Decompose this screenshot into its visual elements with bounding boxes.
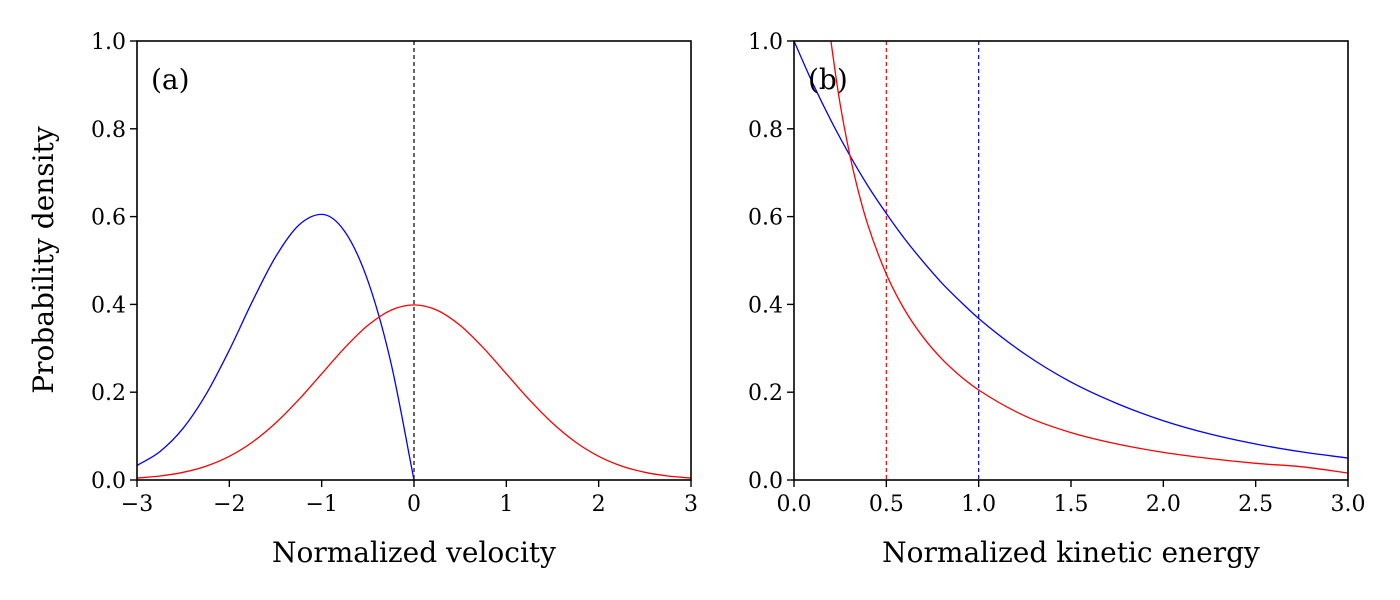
panel-a: −3 −2 −1 0 1 2 3 0.0 0.2 0.4 0.6 0.8 1.0 (a) Normal…	[27, 30, 698, 569]
y-ticks-a: 0.0 0.2 0.4 0.6 0.8 1.0	[91, 30, 137, 494]
x-tick-label-b-2: 1.0	[961, 492, 996, 517]
y-tick-label-b-1: 0.2	[748, 381, 783, 406]
x-tick-label-a-2: −1	[305, 492, 337, 517]
y-tick-label-b-3: 0.6	[748, 206, 783, 231]
plot-area-b	[794, 41, 1348, 480]
x-tick-label-a-4: 1	[499, 492, 513, 517]
y-tick-label-b-2: 0.4	[748, 293, 783, 318]
plot-area-a	[137, 41, 691, 480]
y-axis-label-a: Probability density	[27, 126, 60, 394]
series-line-a-1	[137, 304, 691, 479]
y-ticks-b: 0.0 0.2 0.4 0.6 0.8 1.0	[748, 30, 794, 494]
panel-b: 0.0 0.5 1.0 1.5 2.0 2.5 3.0 0.0 0.2 0.4 0.6 0.8 1.0…	[748, 30, 1366, 569]
x-tick-label-b-3: 1.5	[1054, 492, 1089, 517]
x-axis-label-a: Normalized velocity	[272, 536, 556, 569]
series-line-b-1	[830, 41, 1348, 474]
x-tick-label-a-0: −3	[121, 492, 153, 517]
x-tick-label-a-5: 2	[592, 492, 606, 517]
x-tick-label-b-6: 3.0	[1331, 492, 1366, 517]
x-axis-label-b: Normalized kinetic energy	[882, 536, 1260, 569]
x-ticks-b: 0.0 0.5 1.0 1.5 2.0 2.5 3.0	[777, 480, 1366, 517]
x-tick-label-b-1: 0.5	[869, 492, 904, 517]
x-tick-label-b-0: 0.0	[777, 492, 812, 517]
y-tick-label-a-0: 0.0	[91, 469, 126, 494]
x-tick-label-b-5: 2.5	[1238, 492, 1273, 517]
x-tick-label-b-4: 2.0	[1146, 492, 1181, 517]
x-ticks-a: −3 −2 −1 0 1 2 3	[121, 480, 698, 517]
y-tick-label-a-2: 0.4	[91, 293, 126, 318]
x-tick-label-a-3: 0	[407, 492, 421, 517]
x-tick-label-a-1: −2	[213, 492, 245, 517]
series-line-a-0	[137, 213, 415, 480]
panel-label-a: (a)	[151, 63, 190, 96]
y-tick-label-a-3: 0.6	[91, 206, 126, 231]
panel-label-b: (b)	[808, 63, 848, 96]
x-tick-label-a-6: 3	[684, 492, 698, 517]
y-tick-label-b-4: 0.8	[748, 118, 783, 143]
axes-frame-b	[793, 40, 1349, 481]
y-tick-label-a-4: 0.8	[91, 118, 126, 143]
y-tick-label-a-5: 1.0	[91, 30, 126, 55]
y-tick-label-b-0: 0.0	[748, 469, 783, 494]
y-tick-label-a-1: 0.2	[91, 381, 126, 406]
y-tick-label-b-5: 1.0	[748, 30, 783, 55]
